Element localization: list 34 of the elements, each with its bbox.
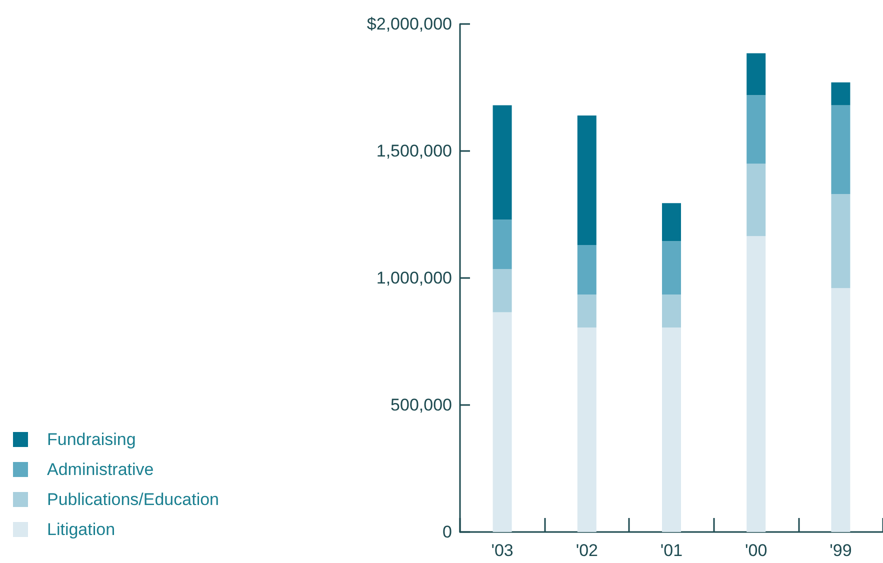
legend-label: Administrative	[47, 460, 154, 479]
bar	[746, 95, 766, 164]
bar	[746, 164, 766, 236]
legend-label: Fundraising	[47, 430, 136, 449]
bar	[746, 53, 766, 96]
bar	[831, 105, 850, 194]
bar	[662, 294, 681, 328]
legend-label: Litigation	[47, 520, 116, 539]
bar	[831, 288, 850, 532]
bar	[662, 241, 681, 295]
x-tick-label: '99	[830, 541, 852, 560]
bar	[577, 244, 596, 295]
y-tick-label: 500,000	[390, 396, 452, 414]
x-tick-label: '03	[491, 541, 514, 560]
y-tick-label: 1,500,000	[376, 142, 452, 160]
x-tick-label: '00	[745, 541, 768, 560]
bar	[831, 194, 850, 288]
legend-label: Publications/Education	[47, 490, 220, 509]
bar	[662, 203, 681, 242]
bar	[492, 220, 512, 270]
bar	[831, 82, 850, 106]
bar	[492, 269, 512, 312]
bar	[577, 115, 596, 245]
bar	[577, 294, 596, 328]
y-tick-label: 0	[442, 522, 452, 542]
y-tick-label: 1,000,000	[376, 268, 452, 288]
x-tick-label: '01	[660, 541, 683, 560]
y-tick-label: $2,000,000	[366, 14, 452, 34]
bar	[662, 328, 681, 532]
x-tick-label: '02	[576, 541, 598, 560]
bar	[577, 328, 596, 532]
bar	[492, 312, 512, 532]
bar	[492, 105, 512, 220]
bar	[746, 236, 766, 532]
